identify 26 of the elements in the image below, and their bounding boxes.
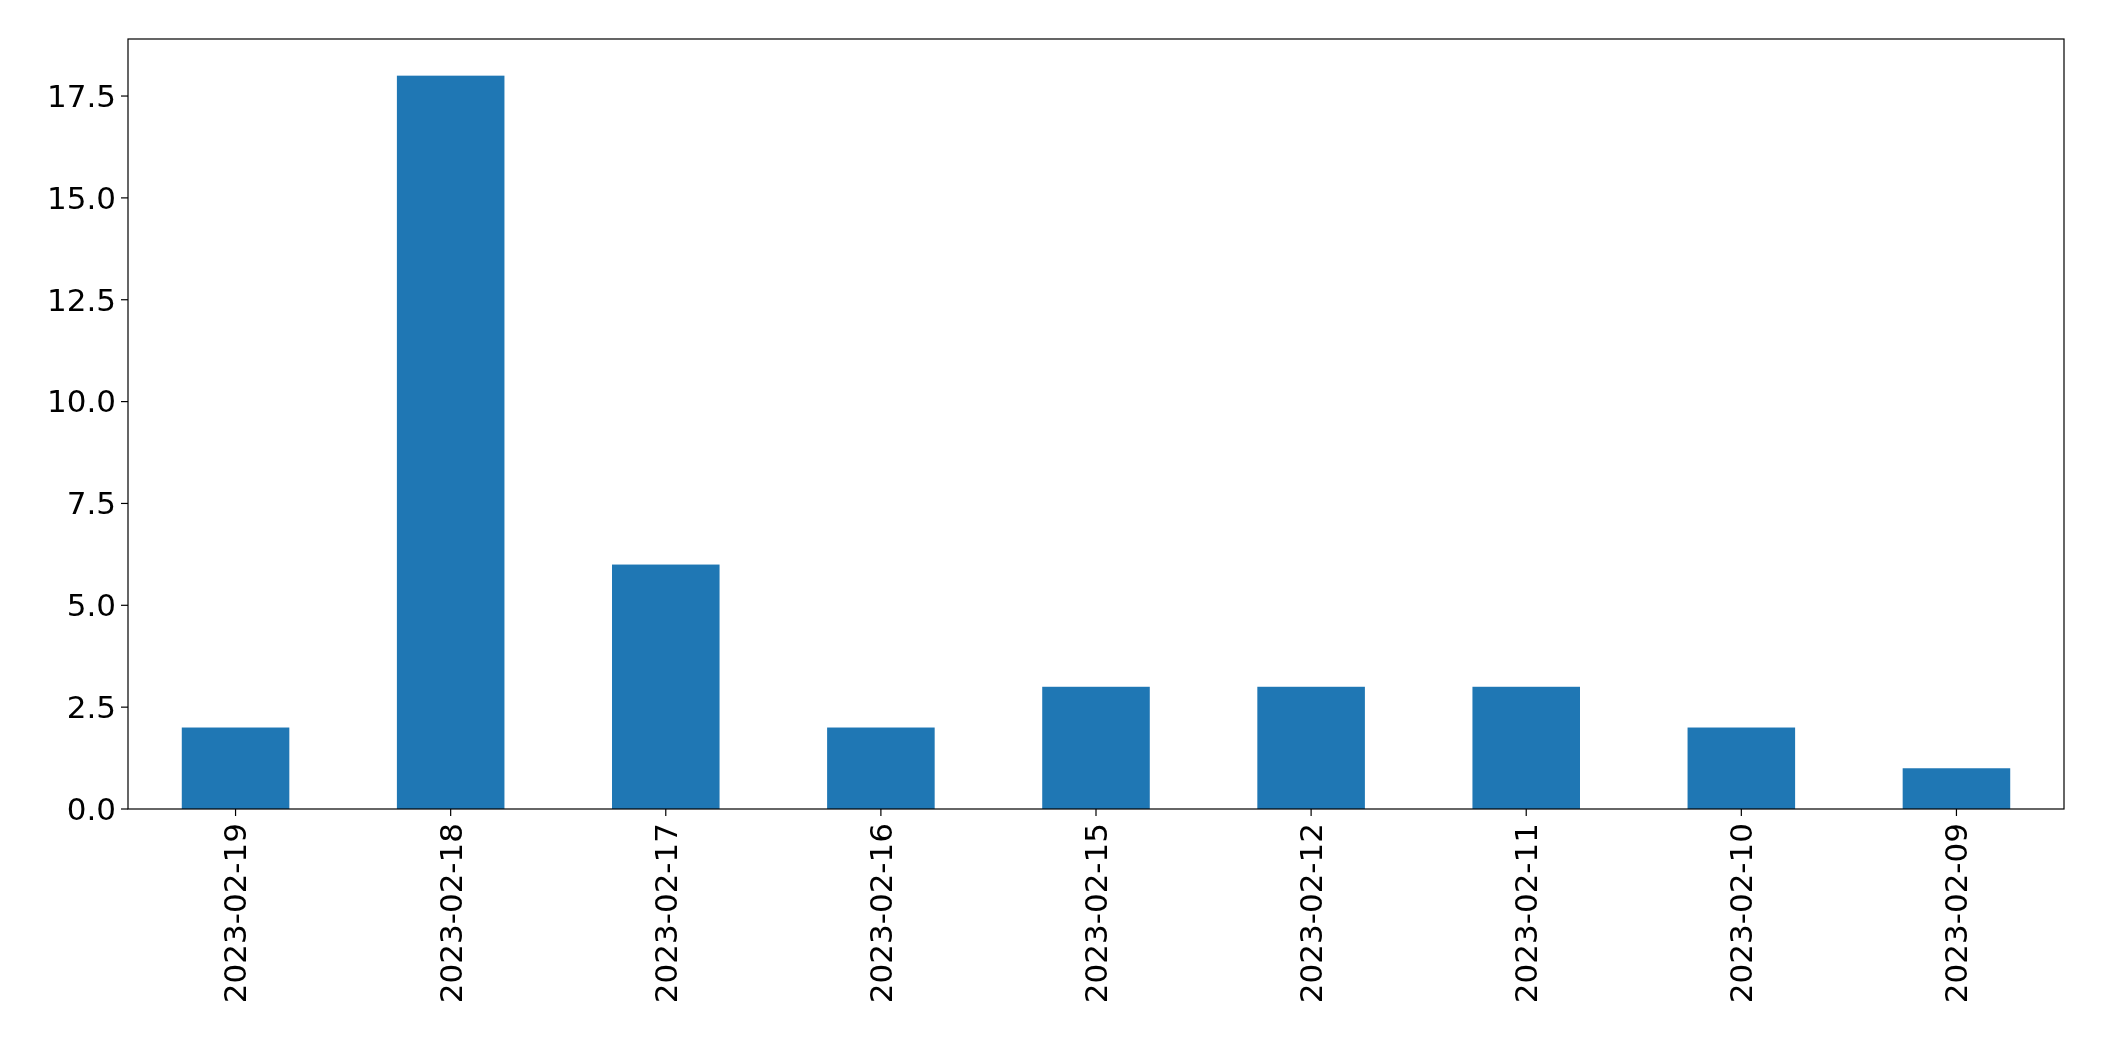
x-tick-label: 2023-02-11 [1508, 823, 1545, 1004]
y-tick-label: 0.0 [66, 790, 116, 827]
bar [1257, 686, 1365, 809]
y-tick-label: 12.5 [46, 281, 116, 318]
x-tick-label: 2023-02-10 [1723, 823, 1760, 1004]
bar [1902, 768, 2011, 809]
y-tick-label: 2.5 [66, 689, 116, 725]
bar [396, 75, 505, 809]
x-tick-label: 2023-02-16 [862, 823, 899, 1004]
x-tick-label: 2023-02-17 [647, 823, 684, 1004]
y-tick-label: 7.5 [66, 485, 116, 522]
bar [1687, 727, 1796, 809]
x-tick-label: 2023-02-18 [432, 823, 469, 1004]
y-tick-label: 10.0 [46, 383, 116, 420]
bar [1042, 686, 1150, 809]
bar [1472, 686, 1580, 809]
x-tick-label: 2023-02-19 [217, 823, 254, 1004]
bar [827, 727, 935, 809]
bar [181, 727, 290, 809]
y-tick-label: 5.0 [66, 587, 116, 624]
x-tick-label: 2023-02-12 [1292, 823, 1329, 1004]
bar [612, 564, 720, 809]
y-tick-label: 17.5 [46, 77, 116, 114]
x-tick-label: 2023-02-09 [1938, 823, 1975, 1004]
y-tick-label: 15.0 [46, 179, 116, 216]
x-tick-label: 2023-02-15 [1077, 823, 1114, 1004]
